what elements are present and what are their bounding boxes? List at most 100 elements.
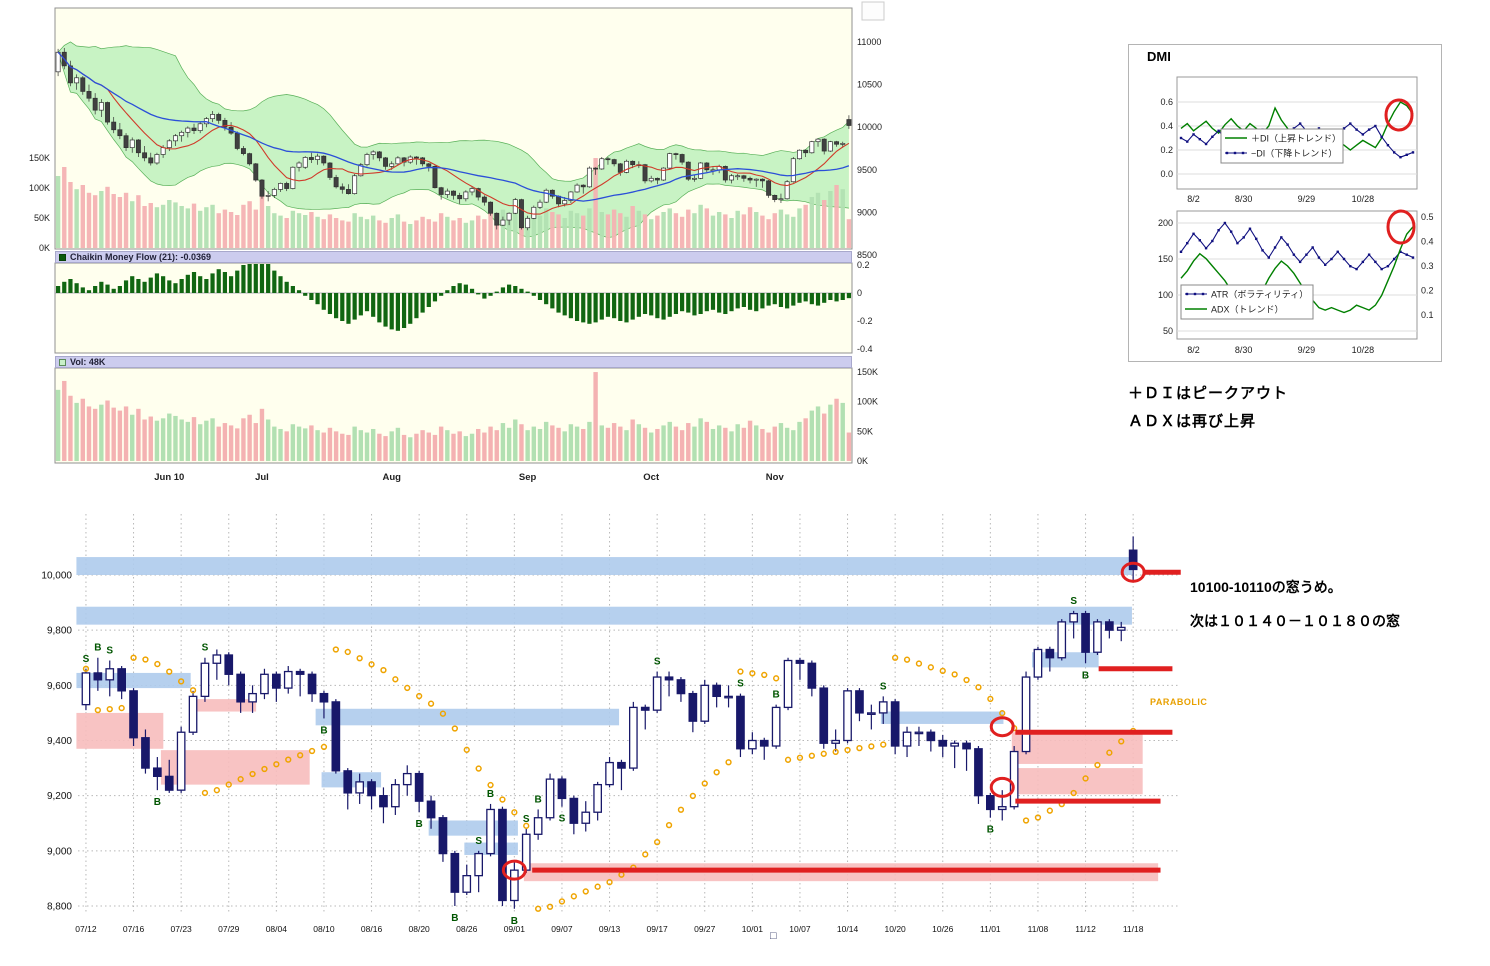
svg-text:B: B: [487, 789, 494, 800]
svg-text:8500: 8500: [857, 250, 877, 260]
svg-text:0K: 0K: [39, 243, 50, 253]
svg-text:11/18: 11/18: [1123, 924, 1144, 934]
svg-text:8/30: 8/30: [1235, 194, 1253, 204]
svg-text:150: 150: [1158, 254, 1173, 264]
svg-text:10/07: 10/07: [789, 924, 811, 934]
svg-text:B: B: [987, 825, 994, 836]
svg-text:Oct: Oct: [643, 472, 660, 483]
svg-text:07/16: 07/16: [123, 924, 145, 934]
window-fill-annotation: 10100-10110の窓うめ。: [1190, 579, 1342, 595]
svg-text:S: S: [654, 657, 661, 668]
svg-text:08/10: 08/10: [313, 924, 335, 934]
cmf-bars: [55, 264, 852, 331]
svg-text:07/29: 07/29: [218, 924, 240, 934]
svg-text:150K: 150K: [29, 153, 50, 163]
svg-text:S: S: [106, 646, 113, 657]
svg-text:09/07: 09/07: [551, 924, 573, 934]
stray-glyph: □: [770, 930, 777, 942]
svg-text:9,400: 9,400: [47, 736, 72, 747]
svg-text:0.6: 0.6: [1160, 97, 1173, 107]
svg-text:B: B: [535, 794, 542, 805]
svg-text:11/12: 11/12: [1075, 924, 1096, 934]
svg-text:08/26: 08/26: [456, 924, 478, 934]
svg-text:09/01: 09/01: [504, 924, 526, 934]
atr-adx-legend: ATR（ボラティリティ） ADX（トレンド）: [1180, 284, 1314, 320]
svg-text:0.0: 0.0: [1160, 169, 1173, 179]
svg-text:11/01: 11/01: [980, 924, 1001, 934]
gap-window-chart: S B S B S B B B S B B S B S S S B S B S B 10,000 9,800 9,600 9,4…: [0, 500, 1490, 966]
atr-adx-grid: [1177, 222, 1417, 332]
atr-adx-highlight-circle: [1386, 209, 1416, 245]
svg-text:11/08: 11/08: [1028, 924, 1049, 934]
volume-panel-axis-labels: 150K 100K 50K 0K: [857, 367, 878, 466]
svg-text:-0.2: -0.2: [857, 316, 873, 326]
svg-text:100: 100: [1158, 290, 1173, 300]
volume-panel-bars: [55, 372, 852, 461]
red-support-lines: [532, 569, 1181, 873]
adx-axis-labels: 0.5 0.4 0.3 0.2 0.1: [1421, 212, 1434, 320]
atr-adx-plot-border: [1176, 210, 1418, 340]
svg-text:0.1: 0.1: [1421, 310, 1434, 320]
parabolic-label: PARABOLIC: [1150, 697, 1208, 707]
svg-text:9,800: 9,800: [47, 626, 72, 637]
svg-text:B: B: [1082, 670, 1089, 681]
svg-text:10500: 10500: [857, 80, 882, 90]
dmi-note-peakout: ＋ＤＩはピークアウト: [1128, 385, 1289, 402]
dmi-grid: [1177, 101, 1417, 175]
svg-text:10/20: 10/20: [885, 924, 907, 934]
dmi-panel-title: DMI: [1147, 49, 1171, 64]
svg-text:S: S: [737, 679, 744, 690]
volume-panel-title: Vol: 48K: [70, 357, 106, 367]
svg-text:0.2: 0.2: [1160, 145, 1173, 155]
svg-text:Sep: Sep: [519, 472, 537, 483]
svg-text:10,000: 10,000: [41, 571, 72, 582]
svg-text:09/17: 09/17: [647, 924, 669, 934]
svg-text:8/2: 8/2: [1187, 194, 1200, 204]
ma-line-red: [57, 51, 850, 215]
svg-text:8,800: 8,800: [47, 901, 72, 912]
svg-text:50: 50: [1163, 326, 1173, 336]
svg-text:B: B: [451, 913, 458, 924]
svg-text:9500: 9500: [857, 165, 877, 175]
bollinger-band: [57, 41, 850, 238]
svg-text:0K: 0K: [857, 456, 868, 466]
svg-text:0.4: 0.4: [1160, 121, 1173, 131]
dmi-panel: DMI 0.6 0.4 0.2 0.0 8/2 8/30 9/29 10/28 ＋DI（上昇トレ…: [1128, 44, 1442, 362]
svg-text:9,600: 9,600: [47, 681, 72, 692]
atr-adx-x-axis-labels: 8/2 8/30 9/29 10/28: [1187, 345, 1374, 355]
highlight-circles: [501, 561, 1146, 881]
window-artifact-box: [861, 1, 885, 21]
svg-text:07/12: 07/12: [75, 924, 97, 934]
svg-text:B: B: [94, 643, 101, 654]
svg-text:0.5: 0.5: [1421, 212, 1434, 222]
volume-overlay-axis-labels: 150K 100K 50K 0K: [29, 153, 50, 253]
svg-text:Jul: Jul: [255, 472, 269, 483]
svg-text:100K: 100K: [29, 183, 50, 193]
svg-text:−DI（下降トレンド）: −DI（下降トレンド）: [1251, 148, 1337, 159]
svg-text:10/01: 10/01: [742, 924, 764, 934]
daily-price-chart: 11000 10500 10000 9500 9000 8500 150K 100K 50K 0K…: [0, 0, 900, 496]
svg-text:Aug: Aug: [382, 472, 401, 483]
svg-text:9/29: 9/29: [1298, 345, 1316, 355]
atr-line: [1179, 221, 1415, 271]
dmi-legend: ＋DI（上昇トレンド） −DI（下降トレンド）: [1220, 128, 1344, 164]
svg-text:0: 0: [857, 288, 862, 298]
svg-text:-0.4: -0.4: [857, 344, 873, 354]
svg-text:Nov: Nov: [766, 472, 785, 483]
volume-panel-header: Vol: 48K: [55, 356, 852, 368]
svg-text:0.2: 0.2: [1421, 286, 1434, 296]
svg-text:07/23: 07/23: [171, 924, 193, 934]
svg-text:B: B: [773, 690, 780, 701]
volume-overlay-bars: [55, 158, 852, 248]
dmi-note-adx: ＡＤＸは再び上昇: [1128, 413, 1257, 430]
candlestick-series: [81, 536, 1138, 909]
svg-text:9,200: 9,200: [47, 791, 72, 802]
svg-text:10/26: 10/26: [932, 924, 954, 934]
svg-text:9,000: 9,000: [47, 846, 72, 857]
svg-text:S: S: [202, 643, 209, 654]
svg-text:8/2: 8/2: [1187, 345, 1200, 355]
svg-text:08/20: 08/20: [409, 924, 431, 934]
cmf-panel-title: Chaikin Money Flow (21): -0.0369: [70, 252, 212, 262]
